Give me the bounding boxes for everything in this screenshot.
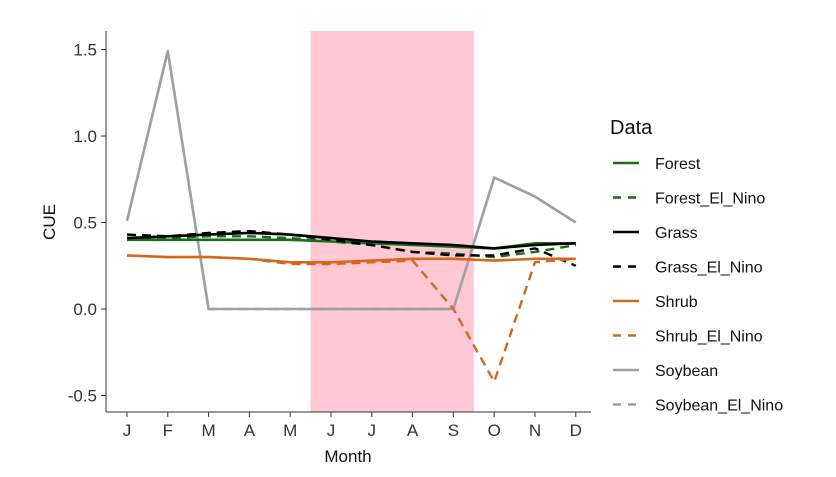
- y-tick-label: -0.5: [68, 387, 97, 406]
- series-line-soybean-el-nino: [125, 50, 577, 311]
- x-tick-label: A: [407, 421, 419, 440]
- y-tick-label: 1.0: [73, 127, 97, 146]
- legend-item-forest: Forest: [613, 156, 701, 173]
- x-tick-label: M: [202, 421, 216, 440]
- axes-layer: [105, 31, 591, 413]
- legend-label: Forest: [655, 156, 701, 173]
- legend-label: Grass_El_Nino: [655, 260, 763, 277]
- series-layer: [125, 49, 577, 383]
- x-tick-label: M: [283, 421, 297, 440]
- series-line-forest-el-nino: [127, 235, 577, 259]
- y-ticks: 1.5 1.0 0.5 0.0 -0.5: [68, 41, 106, 406]
- x-tick-label: J: [327, 421, 336, 440]
- series-line-shrub: [126, 254, 576, 264]
- x-tick-label: O: [488, 421, 501, 440]
- x-tick-label: N: [529, 421, 541, 440]
- series-line-grass-el-nino: [126, 229, 577, 267]
- highlight-band-layer: [310, 31, 474, 412]
- series-line-shrub-el-nino: [126, 254, 576, 383]
- x-tick-label: A: [244, 421, 256, 440]
- y-tick-label: 1.5: [73, 41, 97, 60]
- legend-item-grass-el-nino: Grass_El_Nino: [613, 260, 763, 277]
- y-tick-label: 0.5: [73, 214, 97, 233]
- legend-item-grass: Grass: [613, 225, 698, 242]
- x-tick-label: J: [123, 421, 132, 440]
- legend-item-soybean: Soybean: [613, 363, 718, 380]
- legend-items: Forest Forest_El_Nino Grass Grass_El_Nino Sh…: [613, 156, 783, 415]
- legend-label: Grass: [655, 225, 698, 242]
- legend-item-shrub: Shrub: [613, 294, 698, 311]
- legend-item-soybean-el-nino: Soybean_El_Nino: [613, 398, 783, 415]
- x-tick-label: D: [570, 421, 582, 440]
- highlight-band: [310, 31, 474, 412]
- x-tick-label: F: [163, 421, 173, 440]
- legend-label: Forest_El_Nino: [655, 191, 765, 208]
- legend-item-forest-el-nino: Forest_El_Nino: [613, 191, 765, 208]
- x-tick-label: S: [448, 421, 459, 440]
- legend-title: Data: [610, 117, 653, 139]
- x-axis-title: Month: [324, 447, 371, 466]
- x-tick-label: J: [368, 421, 377, 440]
- legend-item-shrub-el-nino: Shrub_El_Nino: [613, 329, 763, 346]
- series-line-grass: [126, 231, 576, 250]
- legend: Data Forest Forest_El_Nino Grass Grass_El_N…: [610, 117, 783, 415]
- legend-label: Shrub_El_Nino: [655, 329, 763, 346]
- legend-label: Shrub: [655, 294, 698, 311]
- y-tick-label: 0.0: [73, 300, 97, 319]
- y-axis-title: CUE: [40, 204, 59, 240]
- legend-label: Soybean_El_Nino: [655, 398, 783, 415]
- legend-label: Soybean: [655, 363, 718, 380]
